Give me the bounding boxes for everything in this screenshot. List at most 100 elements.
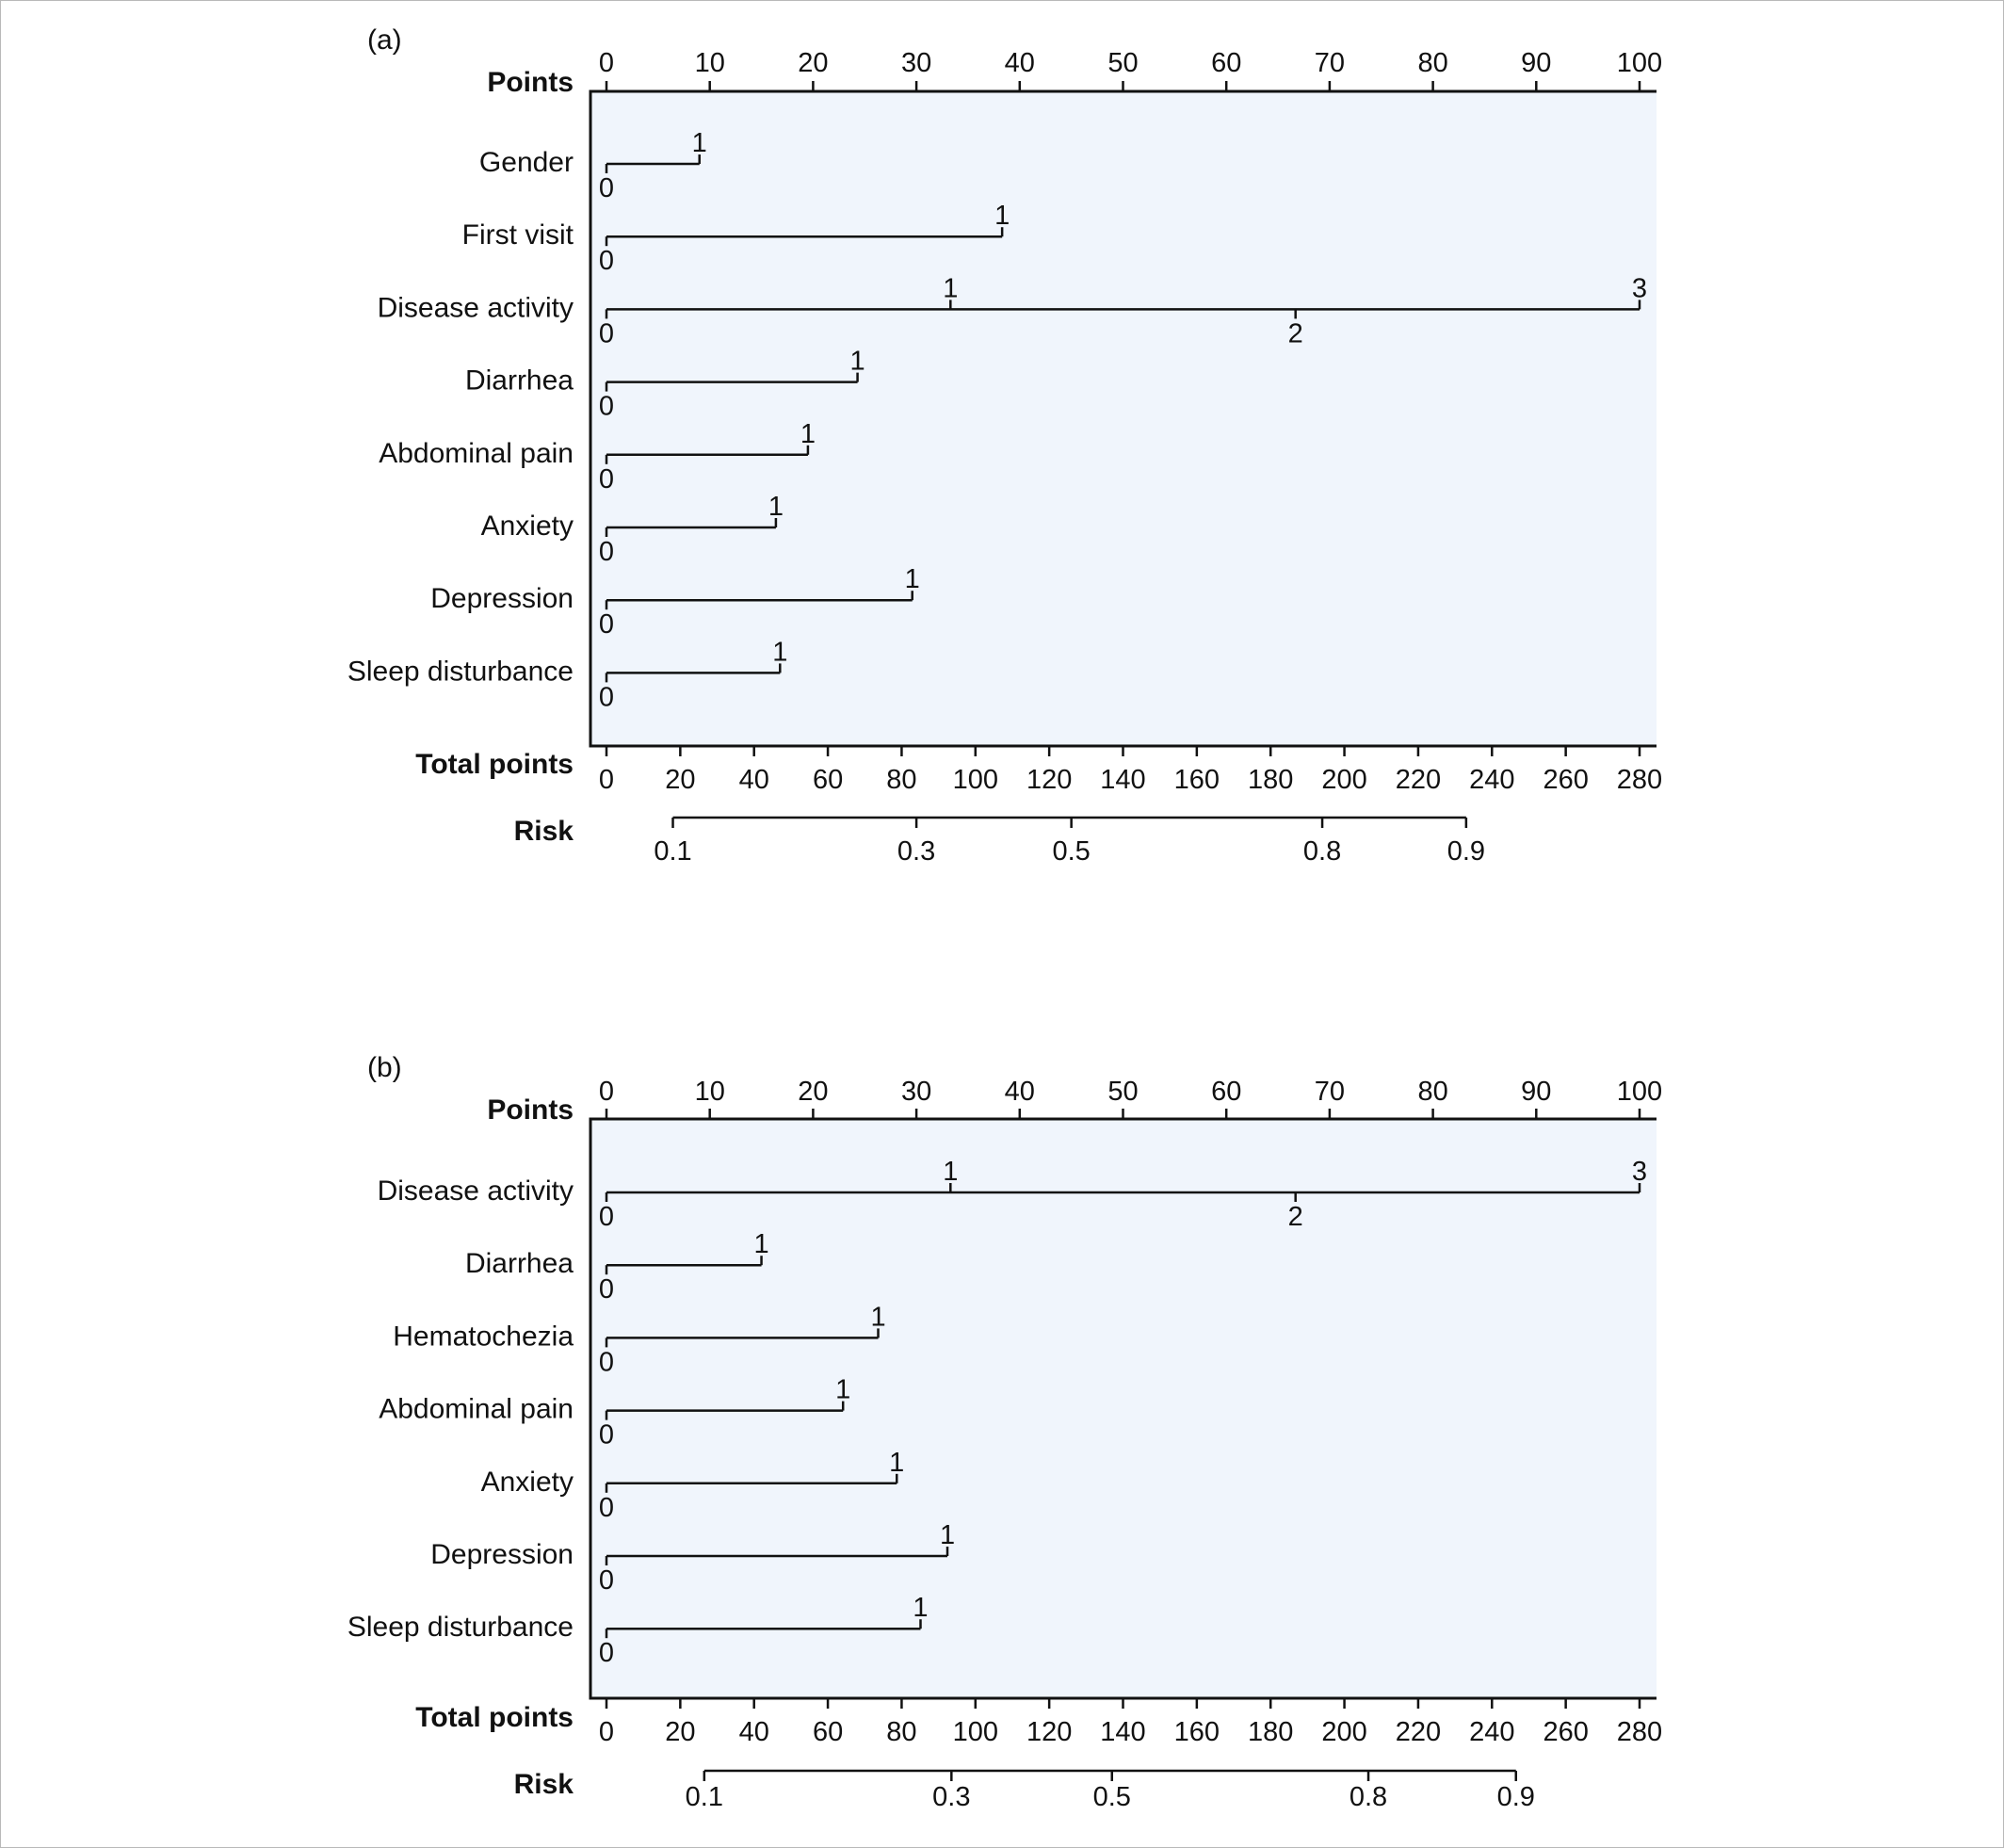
variable-label: Anxiety xyxy=(481,1467,574,1498)
panel-label: (b) xyxy=(367,1052,402,1083)
variable-label: Abdominal pain xyxy=(379,438,574,469)
total-points-tick-label: 140 xyxy=(1100,1717,1145,1747)
points-tick-label: 20 xyxy=(798,48,828,78)
level-label: 0 xyxy=(599,318,614,349)
variable-label: Diarrhea xyxy=(465,365,574,397)
points-tick-label: 70 xyxy=(1315,48,1345,78)
variable-row: Abdominal pain 0 1 xyxy=(379,419,816,494)
points-axis-title: Points xyxy=(487,67,574,98)
total-points-tick-label: 100 xyxy=(953,1717,998,1747)
level-label: 1 xyxy=(768,492,784,522)
level-label: 0 xyxy=(599,1347,614,1377)
total-points-tick-label: 40 xyxy=(739,765,769,795)
variable-row: Diarrhea 0 1 xyxy=(465,347,865,422)
level-label: 0 xyxy=(599,1420,614,1451)
variable-row: Disease activity 0 1 2 3 xyxy=(378,1157,1647,1232)
total-points-tick-label: 200 xyxy=(1321,1717,1366,1747)
risk-tick-label: 0.1 xyxy=(686,1782,723,1812)
points-tick-label: 70 xyxy=(1315,1077,1345,1107)
variable-label: First visit xyxy=(462,219,574,251)
variable-label: Gender xyxy=(479,147,574,178)
points-tick-label: 0 xyxy=(599,48,614,78)
variable-label: Diarrhea xyxy=(465,1248,574,1279)
points-axis-title: Points xyxy=(487,1094,574,1126)
level-label: 0 xyxy=(599,682,614,712)
level-label: 1 xyxy=(940,1520,955,1550)
risk-tick-label: 0.9 xyxy=(1447,836,1485,867)
variable-label: Sleep disturbance xyxy=(347,656,574,687)
risk-tick-label: 0.3 xyxy=(932,1782,970,1812)
level-label: 2 xyxy=(1288,1202,1303,1232)
panel-background xyxy=(590,91,1657,746)
level-label: 0 xyxy=(599,246,614,276)
total-points-tick-label: 200 xyxy=(1321,765,1366,795)
variable-row: Depression 0 1 xyxy=(430,564,920,640)
total-points-tick-label: 100 xyxy=(953,765,998,795)
points-tick-label: 100 xyxy=(1617,48,1662,78)
level-label: 1 xyxy=(943,273,958,303)
risk-tick-label: 0.1 xyxy=(654,836,691,867)
total-points-tick-label: 20 xyxy=(665,765,695,795)
level-label: 1 xyxy=(850,347,865,377)
variable-row: Disease activity 0 1 2 3 xyxy=(378,273,1647,349)
variable-row: Gender 0 1 xyxy=(479,128,707,203)
risk-tick-label: 0.9 xyxy=(1497,1782,1535,1812)
variable-row: First visit 0 1 xyxy=(462,201,1010,276)
variable-label: Hematochezia xyxy=(393,1321,574,1352)
level-label: 0 xyxy=(599,464,614,494)
level-label: 0 xyxy=(599,537,614,567)
total-points-tick-label: 160 xyxy=(1174,1717,1220,1747)
variable-label: Disease activity xyxy=(378,1175,574,1207)
variable-row: Sleep disturbance 0 1 xyxy=(347,1593,929,1668)
risk-axis-title: Risk xyxy=(514,816,574,847)
level-label: 0 xyxy=(599,1638,614,1668)
points-tick-label: 30 xyxy=(901,48,931,78)
level-label: 1 xyxy=(994,201,1010,231)
points-tick-label: 10 xyxy=(695,1077,725,1107)
level-label: 3 xyxy=(1632,273,1647,303)
level-label: 1 xyxy=(943,1157,958,1187)
level-label: 1 xyxy=(753,1229,768,1259)
variable-label: Abdominal pain xyxy=(379,1394,574,1425)
level-label: 0 xyxy=(599,1202,614,1232)
risk-tick-label: 0.3 xyxy=(897,836,935,867)
variable-label: Disease activity xyxy=(378,292,574,323)
level-label: 0 xyxy=(599,173,614,203)
variable-row: Abdominal pain 0 1 xyxy=(379,1375,850,1451)
level-label: 1 xyxy=(870,1302,885,1332)
level-label: 1 xyxy=(889,1448,904,1478)
total-points-tick-label: 0 xyxy=(599,765,614,795)
total-points-tick-label: 220 xyxy=(1396,765,1441,795)
total-points-tick-label: 120 xyxy=(1026,1717,1072,1747)
points-tick-label: 60 xyxy=(1211,48,1241,78)
variable-label: Sleep disturbance xyxy=(347,1612,574,1643)
total-points-tick-label: 220 xyxy=(1396,1717,1441,1747)
variable-row: Anxiety 0 1 xyxy=(481,492,784,567)
level-label: 0 xyxy=(599,1274,614,1305)
level-label: 1 xyxy=(905,564,920,594)
variable-row: Diarrhea 0 1 xyxy=(465,1229,769,1305)
points-tick-label: 50 xyxy=(1107,48,1138,78)
risk-axis-title: Risk xyxy=(514,1769,574,1800)
variable-label: Depression xyxy=(430,1539,574,1570)
total-points-tick-label: 20 xyxy=(665,1717,695,1747)
points-tick-label: 80 xyxy=(1417,1077,1447,1107)
variable-label: Depression xyxy=(430,583,574,614)
level-label: 0 xyxy=(599,1565,614,1596)
level-label: 1 xyxy=(692,128,707,158)
points-tick-label: 90 xyxy=(1521,48,1551,78)
total-points-tick-label: 240 xyxy=(1469,1717,1514,1747)
risk-tick-label: 0.8 xyxy=(1349,1782,1387,1812)
total-points-tick-label: 60 xyxy=(813,765,843,795)
variable-row: Anxiety 0 1 xyxy=(481,1448,905,1523)
total-points-tick-label: 240 xyxy=(1469,765,1514,795)
total-points-tick-label: 160 xyxy=(1174,765,1220,795)
panel-background xyxy=(590,1119,1657,1698)
total-points-tick-label: 140 xyxy=(1100,765,1145,795)
total-points-axis-title: Total points xyxy=(415,1702,574,1733)
points-tick-label: 20 xyxy=(798,1077,828,1107)
total-points-tick-label: 120 xyxy=(1026,765,1072,795)
risk-tick-label: 0.5 xyxy=(1093,1782,1131,1812)
